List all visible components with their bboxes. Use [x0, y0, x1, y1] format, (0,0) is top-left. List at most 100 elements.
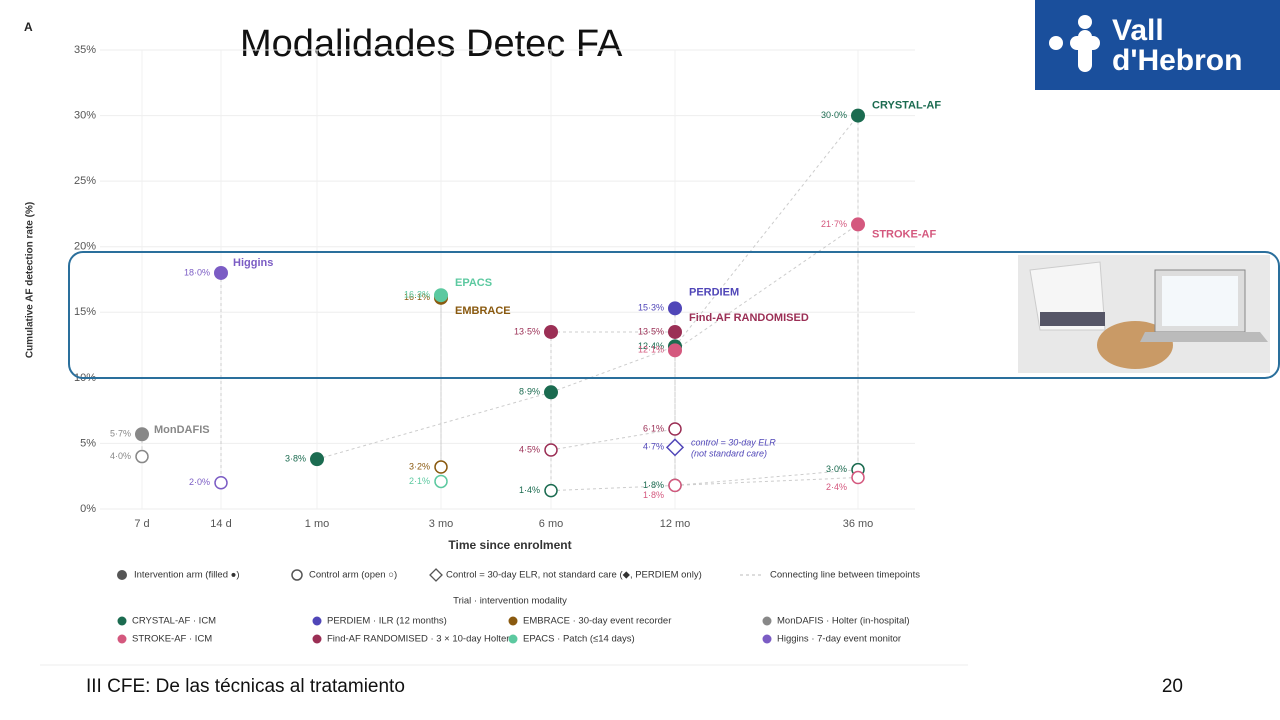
- device-image: [1029, 261, 1268, 369]
- y-tick-label: 30%: [74, 109, 96, 121]
- value-label: 3·8%: [285, 454, 306, 464]
- legend-entry: PERDIEM · ILR (12 months): [327, 616, 447, 627]
- logo-text: Vall: [1112, 14, 1164, 47]
- intervention-marker: [135, 427, 149, 442]
- intervention-marker: [668, 324, 682, 339]
- value-label: 1·8%: [643, 480, 664, 490]
- legend-key-icon: [429, 568, 443, 582]
- legend-marker: [762, 616, 772, 626]
- value-label: 13·5%: [514, 326, 540, 336]
- logo-text: d'Hebron: [1112, 44, 1242, 77]
- intervention-marker: [310, 452, 324, 467]
- legend-entry: CRYSTAL-AF · ICM: [132, 616, 216, 627]
- legend-key-icon: [117, 570, 127, 580]
- legend-marker: [312, 616, 322, 626]
- connecting-line: [674, 469, 859, 486]
- legend-entry: Find-AF RANDOMISED · 3 × 10-day Holter: [327, 634, 509, 645]
- control-marker: [665, 438, 685, 457]
- legend-key-icon: [291, 569, 303, 581]
- control-marker: [434, 460, 448, 474]
- legend-marker: [117, 616, 127, 626]
- intervention-marker: [214, 265, 228, 280]
- legend-entry: EPACS · Patch (≤14 days): [523, 634, 635, 645]
- slide-title: Modalidades Detec FA: [240, 23, 623, 65]
- value-label: 2·4%: [826, 482, 847, 492]
- legend-entry: Higgins · 7-day event monitor: [777, 634, 901, 645]
- highlight-box: [68, 251, 1280, 379]
- x-tick-label: 12 mo: [660, 518, 691, 530]
- legend-title: Trial · intervention modality: [453, 596, 567, 607]
- series-label: Find-AF RANDOMISED: [689, 312, 809, 324]
- legend-marker: [312, 634, 322, 644]
- y-tick-label: 20%: [74, 241, 96, 253]
- annotation: control = 30-day ELR: [691, 438, 776, 448]
- control-marker: [668, 478, 682, 493]
- value-label: 1·8%: [643, 490, 664, 500]
- control-marker: [544, 483, 558, 498]
- value-label: 3·2%: [409, 461, 430, 471]
- x-tick-label: 6 mo: [539, 518, 563, 530]
- value-label: 3·0%: [826, 464, 847, 474]
- value-label: 6·1%: [643, 423, 664, 433]
- legend-marker: [508, 634, 518, 644]
- value-label: 16·1%: [404, 292, 430, 302]
- value-label: 30·0%: [821, 110, 847, 120]
- y-tick-label: 5%: [80, 437, 96, 449]
- value-label: 18·0%: [184, 267, 210, 277]
- x-tick-label: 7 d: [134, 518, 149, 530]
- connecting-line: [674, 115, 859, 347]
- intervention-marker: [668, 343, 682, 358]
- series-label: STROKE-AF: [872, 228, 936, 240]
- y-tick-label: 25%: [74, 175, 96, 187]
- connecting-line: [550, 345, 676, 393]
- control-marker: [214, 476, 228, 490]
- y-tick-label: 0%: [80, 503, 96, 515]
- legend-key: Control = 30-day ELR, not standard care …: [446, 570, 702, 581]
- value-label: 2·0%: [189, 477, 210, 487]
- legend-key: Connecting line between timepoints: [770, 570, 920, 581]
- value-label: 13·5%: [638, 326, 664, 336]
- intervention-marker: [851, 217, 865, 232]
- x-tick-label: 3 mo: [429, 518, 453, 530]
- series-label: PERDIEM: [689, 286, 739, 298]
- x-tick-label: 36 mo: [843, 518, 874, 530]
- legend-entry: STROKE-AF · ICM: [132, 634, 212, 645]
- legend-key: Control arm (open ○): [309, 570, 397, 581]
- control-marker: [668, 422, 682, 436]
- legend-key: Intervention arm (filled ●): [134, 570, 240, 581]
- value-label: 16·3%: [404, 290, 430, 300]
- annotation: (not standard care): [691, 449, 767, 459]
- panel-letter: A: [24, 20, 33, 34]
- connecting-line: [674, 224, 859, 351]
- value-label: 12·4%: [638, 341, 664, 351]
- intervention-marker: [544, 324, 558, 339]
- series-label: EPACS: [455, 277, 492, 289]
- x-axis-label: Time since enrolment: [448, 538, 571, 552]
- value-label: 2·1%: [409, 476, 430, 486]
- intervention-marker: [668, 301, 682, 316]
- legend-entry: EMBRACE · 30-day event recorder: [523, 616, 671, 627]
- value-label: 5·7%: [110, 429, 131, 439]
- logo-cross: [1049, 15, 1100, 72]
- legend-marker: [117, 634, 127, 644]
- x-tick-label: 1 mo: [305, 518, 329, 530]
- value-label: 15·3%: [638, 303, 664, 313]
- chart: A Cumulative AF detection rate (%) Time si…: [24, 20, 941, 644]
- value-label: 1·4%: [519, 485, 540, 495]
- page-number: 20: [1162, 676, 1183, 697]
- intervention-marker: [544, 385, 558, 400]
- value-label: 21·7%: [821, 219, 847, 229]
- connecting-line: [316, 391, 552, 460]
- legend-entry: MonDAFIS · Holter (in-hospital): [777, 616, 910, 627]
- value-label: 4·0%: [110, 451, 131, 461]
- intervention-marker: [851, 108, 865, 123]
- connecting-line: [550, 428, 676, 451]
- control-marker: [544, 443, 558, 457]
- series-label: EMBRACE: [455, 305, 511, 317]
- value-label: 4·5%: [519, 444, 540, 454]
- series-label: Higgins: [233, 257, 273, 269]
- control-marker: [851, 470, 865, 485]
- y-tick-label: 15%: [74, 306, 96, 318]
- x-tick-label: 14 d: [210, 518, 231, 530]
